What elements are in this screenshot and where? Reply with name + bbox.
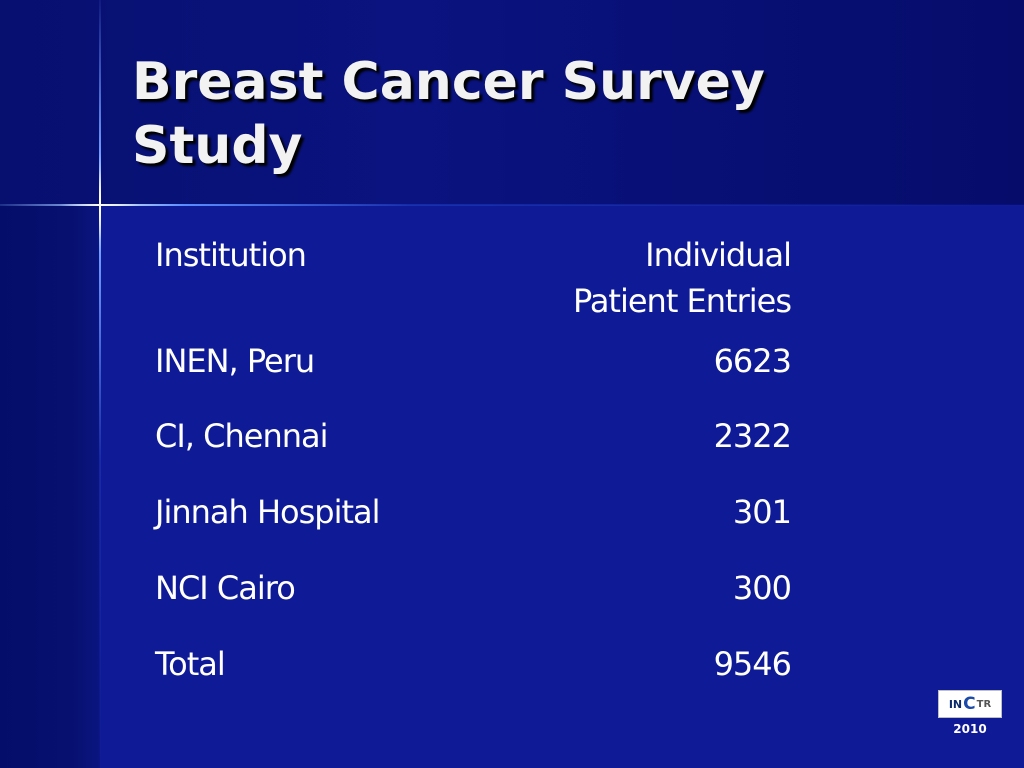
row-institution: INEN, Peru <box>155 342 315 380</box>
table-row-total: Total 9546 <box>155 641 792 687</box>
slide-title: Breast Cancer Survey Study <box>132 52 765 176</box>
row-entries: 300 <box>732 569 792 607</box>
row-institution: NCI Cairo <box>155 569 296 607</box>
row-institution: CI, Chennai <box>155 417 328 455</box>
table-row: CI, Chennai 2322 <box>155 413 792 459</box>
row-entries: 2322 <box>713 417 792 455</box>
row-entries: 9546 <box>713 645 792 683</box>
table-header-row: Institution Individual Patient Entries <box>155 232 792 324</box>
header-entries: Individual Patient Entries <box>572 232 792 324</box>
horizontal-accent-line <box>0 204 1024 206</box>
footer-year: 2010 <box>953 722 987 736</box>
title-band <box>0 0 1024 205</box>
header-entries-line1: Individual <box>645 236 792 274</box>
table-row: INEN, Peru 6623 <box>155 338 792 384</box>
row-entries: 6623 <box>713 342 792 380</box>
header-institution: Institution <box>155 236 307 274</box>
header-entries-line2: Patient Entries <box>572 282 792 320</box>
inctr-logo: IN C TR <box>938 690 1002 718</box>
table-row: Jinnah Hospital 301 <box>155 489 792 535</box>
table-row: NCI Cairo 300 <box>155 565 792 611</box>
row-entries: 301 <box>732 493 792 531</box>
row-institution: Jinnah Hospital <box>155 493 381 531</box>
sparkle-vertical <box>99 170 101 240</box>
row-institution: Total <box>155 645 226 683</box>
vertical-accent-line <box>99 0 101 768</box>
